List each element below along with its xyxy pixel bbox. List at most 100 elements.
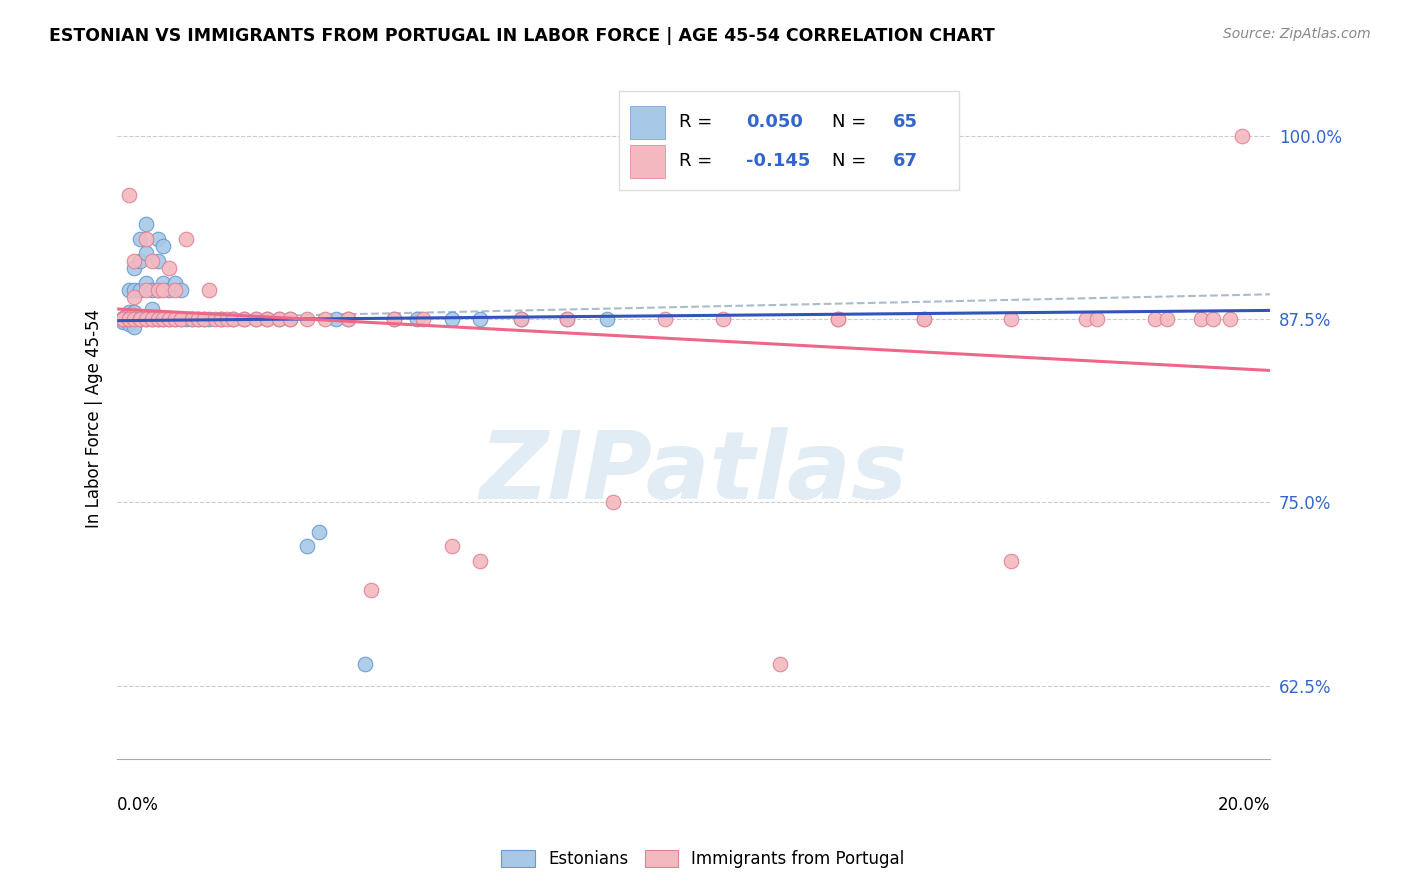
Point	[157, 312, 180, 326]
Point	[146, 312, 169, 326]
Point	[827, 312, 849, 326]
Point	[111, 312, 134, 326]
Point	[146, 283, 169, 297]
Point	[135, 246, 157, 260]
Point	[267, 312, 290, 326]
Point	[914, 312, 936, 326]
Point	[118, 283, 141, 297]
Point	[470, 554, 492, 568]
Point	[336, 312, 359, 326]
Point	[129, 232, 152, 246]
Point	[163, 283, 186, 297]
Point	[256, 312, 278, 326]
Point	[152, 239, 174, 253]
Point	[412, 312, 434, 326]
Point	[124, 305, 146, 319]
Point	[325, 312, 347, 326]
Point	[509, 312, 531, 326]
Point	[1230, 129, 1253, 144]
Point	[129, 312, 152, 326]
Point	[245, 312, 267, 326]
Point	[118, 312, 141, 326]
Text: ESTONIAN VS IMMIGRANTS FROM PORTUGAL IN LABOR FORCE | AGE 45-54 CORRELATION CHAR: ESTONIAN VS IMMIGRANTS FROM PORTUGAL IN …	[49, 27, 995, 45]
Point	[382, 312, 405, 326]
Point	[278, 312, 301, 326]
Point	[135, 276, 157, 290]
Point	[118, 312, 141, 326]
Text: 20.0%: 20.0%	[1218, 797, 1271, 814]
Point	[152, 283, 174, 297]
Point	[1202, 312, 1225, 326]
Point	[1000, 554, 1022, 568]
Point	[124, 312, 146, 326]
Point	[146, 253, 169, 268]
Point	[176, 232, 198, 246]
Text: 67: 67	[893, 153, 918, 170]
Y-axis label: In Labor Force | Age 45-54: In Labor Force | Age 45-54	[86, 309, 103, 527]
Point	[157, 260, 180, 275]
Point	[267, 312, 290, 326]
Point	[1000, 312, 1022, 326]
Point	[163, 312, 186, 326]
Point	[297, 312, 319, 326]
Point	[118, 187, 141, 202]
Point	[169, 312, 191, 326]
Point	[118, 313, 141, 327]
Point	[135, 217, 157, 231]
Point	[118, 312, 141, 326]
Point	[256, 312, 278, 326]
Point	[152, 312, 174, 326]
Point	[157, 312, 180, 326]
Point	[146, 232, 169, 246]
Point	[135, 283, 157, 297]
Text: Source: ZipAtlas.com: Source: ZipAtlas.com	[1223, 27, 1371, 41]
Point	[198, 283, 221, 297]
Text: -0.145: -0.145	[745, 153, 810, 170]
Text: ZIPatlas: ZIPatlas	[479, 426, 908, 518]
Point	[406, 312, 429, 326]
Text: R =: R =	[679, 112, 718, 131]
Text: 0.050: 0.050	[745, 112, 803, 131]
Point	[111, 310, 134, 325]
Point	[163, 312, 186, 326]
Point	[111, 312, 134, 326]
Point	[336, 312, 359, 326]
Text: R =: R =	[679, 153, 718, 170]
Point	[215, 312, 238, 326]
Point	[602, 495, 624, 509]
Point	[129, 312, 152, 326]
Bar	[630, 145, 665, 178]
Point	[118, 305, 141, 319]
Point	[914, 312, 936, 326]
Point	[124, 253, 146, 268]
Point	[193, 312, 215, 326]
Point	[245, 312, 267, 326]
Point	[163, 276, 186, 290]
Point	[124, 312, 146, 326]
FancyBboxPatch shape	[619, 91, 959, 190]
Point	[769, 657, 792, 671]
Point	[111, 312, 134, 326]
Point	[209, 312, 232, 326]
Point	[135, 312, 157, 326]
Point	[111, 312, 134, 326]
Text: 65: 65	[893, 112, 918, 131]
Point	[596, 312, 619, 326]
Point	[141, 312, 163, 326]
Point	[124, 283, 146, 297]
Point	[278, 312, 301, 326]
Point	[354, 657, 377, 671]
Point	[181, 312, 204, 326]
Point	[1144, 312, 1167, 326]
Point	[204, 312, 226, 326]
Point	[176, 312, 198, 326]
Point	[129, 253, 152, 268]
Point	[187, 312, 209, 326]
Point	[111, 313, 134, 327]
Point	[141, 312, 163, 326]
Point	[157, 283, 180, 297]
Point	[111, 312, 134, 326]
Point	[711, 312, 734, 326]
Point	[187, 312, 209, 326]
Point	[118, 317, 141, 331]
